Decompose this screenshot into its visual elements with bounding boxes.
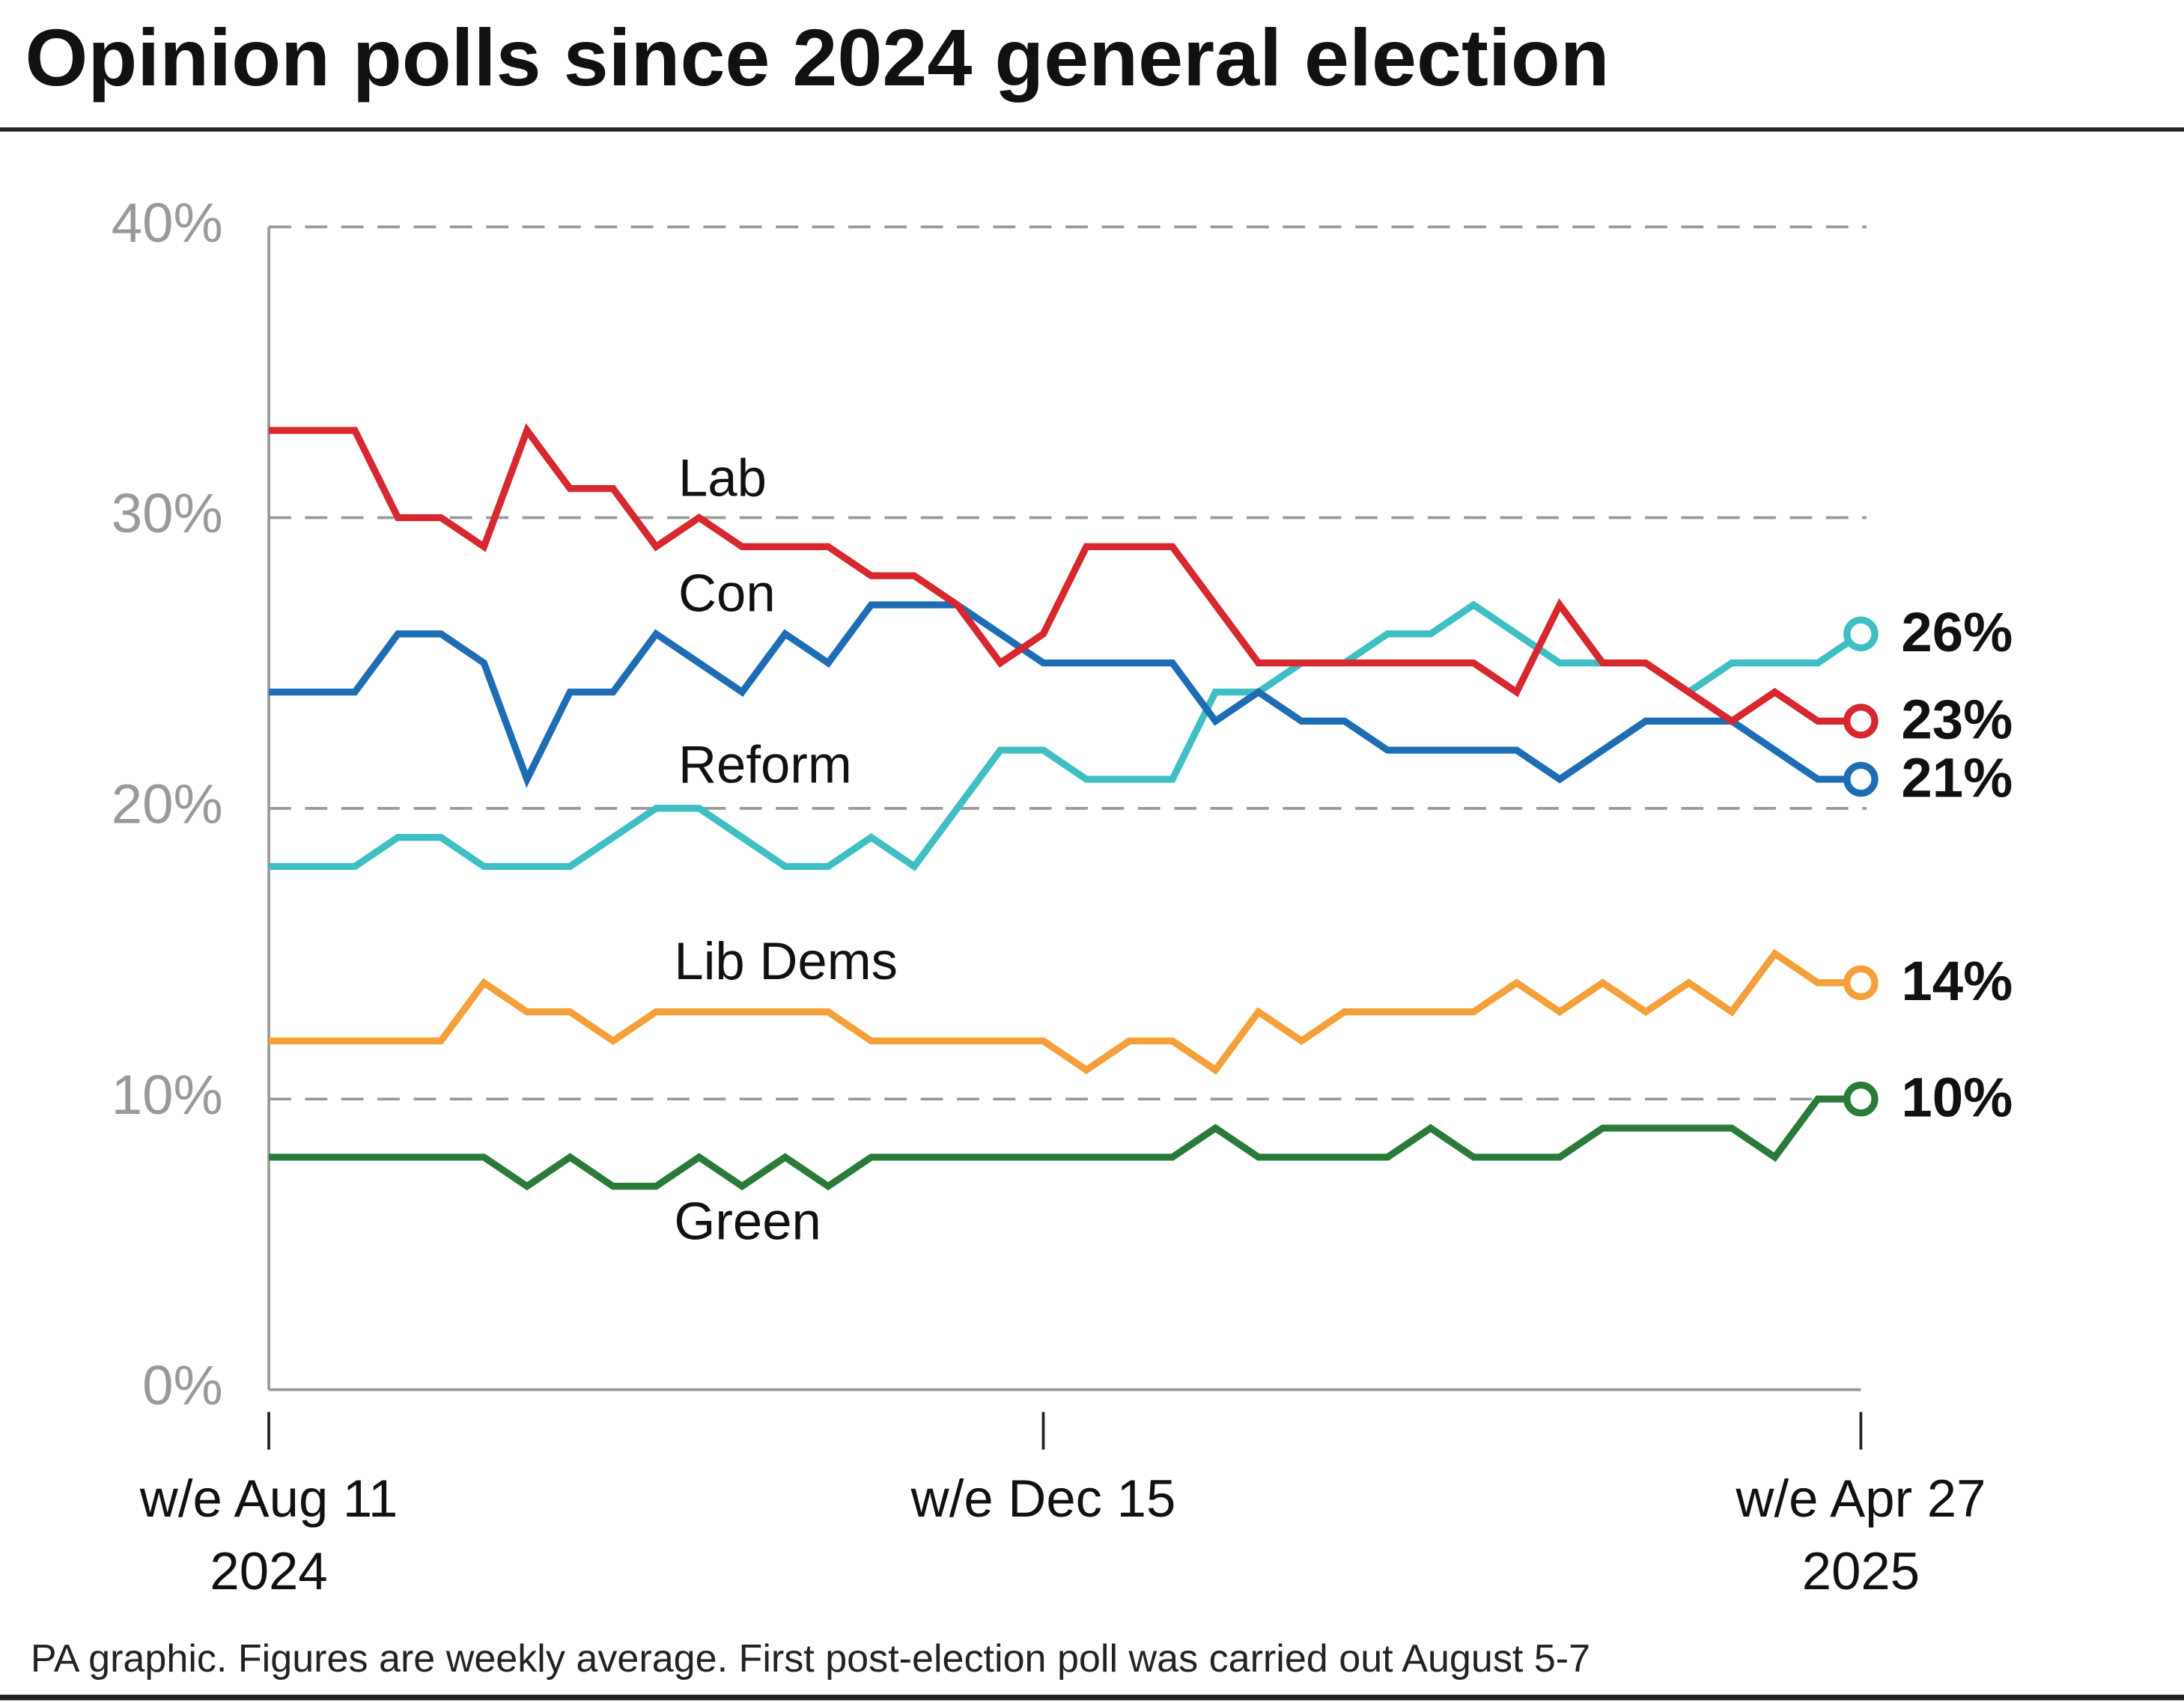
value-label: 10% bbox=[1901, 1067, 2013, 1129]
chart-title: Opinion polls since 2024 general electio… bbox=[25, 12, 1609, 103]
x-tick-label-line: 2024 bbox=[210, 1541, 327, 1600]
x-tick-label: w/e Dec 15 bbox=[910, 1469, 1176, 1528]
series-name: Con bbox=[678, 564, 776, 623]
series-name: Lib Dems bbox=[674, 931, 898, 990]
x-tick-label: w/e Apr 27 2025 bbox=[1735, 1469, 1986, 1600]
y-tick-label: 20% bbox=[112, 773, 223, 835]
x-tick-label-line: w/e Dec 15 bbox=[910, 1469, 1176, 1528]
series-line bbox=[269, 1095, 1861, 1191]
value-label: 14% bbox=[1901, 950, 2013, 1012]
series-line bbox=[269, 601, 1861, 788]
value-label: 21% bbox=[1901, 746, 2013, 808]
end-marker bbox=[1843, 965, 1879, 1001]
y-tick-label: 10% bbox=[112, 1064, 223, 1126]
value-label: 26% bbox=[1901, 601, 2013, 663]
chart-note: PA graphic. Figures are weekly average. … bbox=[31, 1637, 1590, 1681]
x-tick-label-line: w/e Aug 11 bbox=[139, 1469, 398, 1528]
series-name: Reform bbox=[678, 734, 852, 793]
y-tick-label: 30% bbox=[112, 482, 223, 544]
end-marker bbox=[1843, 1081, 1879, 1117]
series-line bbox=[269, 948, 1861, 1075]
y-tick-label: 0% bbox=[142, 1354, 223, 1416]
x-tick-label: w/e Aug 11 2024 bbox=[139, 1469, 398, 1600]
end-marker bbox=[1843, 616, 1879, 652]
end-marker bbox=[1843, 761, 1879, 797]
series-name: Lab bbox=[678, 448, 767, 507]
end-marker bbox=[1843, 704, 1879, 739]
x-tick-label-line: 2025 bbox=[1802, 1541, 1920, 1600]
series-line bbox=[269, 423, 1861, 725]
series-name: Green bbox=[674, 1192, 821, 1251]
x-tick-label-line: w/e Apr 27 bbox=[1735, 1469, 1986, 1528]
y-tick-label: 40% bbox=[112, 192, 223, 254]
series-line bbox=[269, 600, 1864, 871]
value-label: 23% bbox=[1901, 689, 2013, 751]
